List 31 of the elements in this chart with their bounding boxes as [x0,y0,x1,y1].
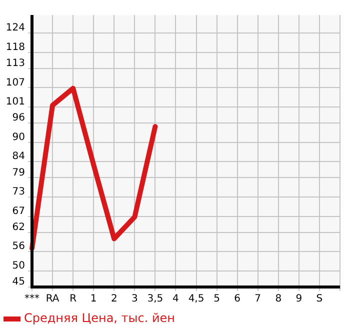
x-tick-label: *** [24,294,40,305]
y-tick-label: 90 [12,132,25,143]
y-tick-label: 62 [12,222,25,233]
legend-label: Средняя Цена, тыс. йен [24,311,176,326]
x-tick-label: R [70,294,77,305]
y-tick-label: 113 [6,58,25,69]
x-tick-label: 4 [172,294,179,305]
x-tick-label: 7 [254,294,262,305]
y-tick-label: 96 [12,112,25,124]
y-tick-label: 124 [6,22,25,34]
y-tick-label: 101 [6,96,25,108]
y-tick-label: 79 [12,167,25,178]
y-tick-label: 84 [12,151,25,162]
y-tick-label: 118 [6,42,25,53]
y-tick-label: 45 [12,276,25,288]
x-tick-label: S [316,294,323,305]
x-tick-label: 3,5 [147,294,164,305]
y-tick-label: 107 [6,77,25,88]
x-tick-label: 4,5 [188,294,204,305]
x-tick-label: 3 [131,294,138,305]
x-tick-label: 9 [296,294,302,305]
x-tick-label: 6 [234,294,241,305]
x-tick-label: 1 [90,294,97,305]
x-tick-label: 2 [110,294,118,305]
y-tick-label: 50 [12,260,25,272]
y-tick-label: 73 [12,186,25,198]
x-tick-label: 8 [275,294,282,305]
x-tick-label: RA [46,294,60,305]
y-tick-label: 67 [12,206,25,217]
y-tick-label: 56 [12,241,25,252]
x-tick-label: 5 [214,294,220,305]
